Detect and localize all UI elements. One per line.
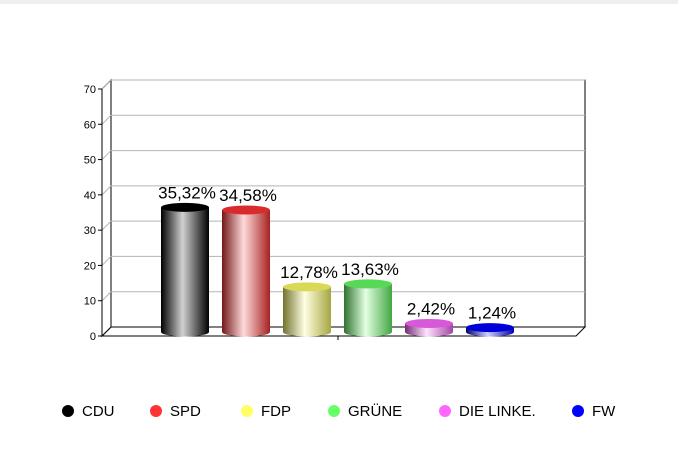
bar-cdu — [161, 202, 209, 337]
bar-fdp — [283, 282, 331, 337]
data-label: 1,24% — [468, 304, 516, 323]
data-label: 13,63% — [341, 260, 399, 279]
bar-grüne — [344, 279, 392, 337]
y-tick-label: 10 — [84, 296, 96, 308]
data-label: 2,42% — [407, 299, 455, 318]
data-labels: 35,32% 34,58% 12,78% 13,63% 2,42% 1,24% — [158, 183, 516, 322]
legend-label: FDP — [261, 402, 291, 420]
legend-label: FW — [592, 402, 616, 420]
legend-label: DIE LINKE. — [459, 402, 536, 420]
gridline-side — [101, 150, 112, 160]
legend-item: DIE LINKE. — [439, 400, 536, 422]
bar-top — [222, 205, 270, 215]
legend-item: FDP — [241, 400, 291, 422]
legend-label: SPD — [170, 402, 201, 420]
data-label: 34,58% — [219, 186, 277, 205]
legend-label: GRÜNE — [348, 402, 403, 420]
legend-swatch — [62, 405, 74, 417]
y-tick-label: 30 — [84, 225, 96, 237]
bar-top — [405, 318, 453, 328]
gridline-side — [101, 256, 112, 266]
legend-swatch — [241, 405, 253, 417]
y-tick-label: 20 — [84, 260, 96, 272]
bar-body — [283, 286, 331, 337]
gridline-side — [101, 185, 112, 196]
legend-item: GRÜNE — [328, 400, 402, 422]
legend-swatch — [439, 405, 451, 417]
bar-top — [283, 282, 331, 292]
legend: CDU SPD FDP GRÜNE DIE LINKE. FW — [0, 400, 678, 422]
bars — [161, 202, 514, 337]
bar-body — [344, 283, 392, 337]
legend-swatch — [328, 405, 340, 417]
bar-chart: 0 10 20 30 40 50 60 70 35,32% 34,58% 12,78% 13,63%… — [84, 78, 587, 343]
side-wall — [101, 78, 112, 338]
y-tick-label: 50 — [84, 155, 96, 167]
bar-body — [161, 207, 209, 337]
legend-swatch — [572, 405, 584, 417]
gridline-side — [101, 114, 112, 125]
gridline-side — [101, 220, 112, 231]
y-tick-label: 70 — [84, 84, 96, 96]
legend-item: SPD — [150, 400, 201, 422]
legend-swatch — [150, 405, 162, 417]
bar-top — [344, 279, 392, 289]
legend-item: FW — [572, 400, 615, 422]
bar-die-linke — [405, 318, 453, 337]
bar-fw — [466, 323, 514, 337]
bar-top — [466, 323, 514, 333]
y-tick-label: 40 — [84, 190, 96, 202]
bar-spd — [222, 205, 270, 337]
bar-body — [222, 209, 270, 337]
y-tick-label: 60 — [84, 119, 96, 131]
legend-label: CDU — [82, 402, 115, 420]
y-tick-label: 0 — [90, 331, 96, 343]
data-label: 12,78% — [280, 263, 338, 282]
y-axis: 0 10 20 30 40 50 60 70 — [84, 84, 339, 343]
data-label: 35,32% — [158, 183, 216, 202]
gridline-side — [101, 291, 112, 302]
top-border — [0, 0, 678, 4]
gridline-side — [101, 79, 112, 90]
legend-item: CDU — [62, 400, 115, 422]
bar-top — [161, 202, 209, 212]
